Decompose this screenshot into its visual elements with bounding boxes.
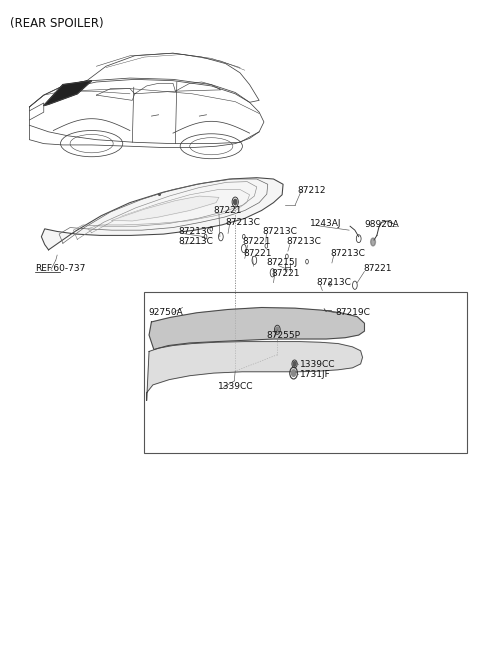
Ellipse shape — [234, 199, 237, 204]
Text: 87221: 87221 — [214, 206, 242, 215]
Text: 87213C: 87213C — [286, 237, 321, 246]
Ellipse shape — [371, 238, 375, 246]
Text: 87221: 87221 — [272, 269, 300, 278]
Polygon shape — [44, 81, 92, 106]
Text: 87221: 87221 — [242, 237, 270, 246]
Ellipse shape — [293, 361, 296, 366]
Text: 87221: 87221 — [244, 248, 272, 258]
Polygon shape — [112, 196, 219, 221]
Text: 87212: 87212 — [298, 187, 326, 195]
Text: 87213C: 87213C — [226, 217, 261, 227]
Text: 98920A: 98920A — [364, 220, 399, 229]
Text: 87255P: 87255P — [267, 330, 301, 340]
Text: 87213C: 87213C — [179, 237, 214, 246]
Text: 87215J: 87215J — [267, 258, 298, 267]
Polygon shape — [41, 177, 283, 250]
Text: 87219C: 87219C — [336, 308, 371, 317]
Polygon shape — [149, 307, 364, 350]
Text: 92750A: 92750A — [148, 308, 183, 317]
Text: 87213C: 87213C — [317, 278, 351, 287]
Text: 87213C: 87213C — [262, 227, 297, 236]
Text: 87213C: 87213C — [179, 227, 214, 236]
Text: 1339CC: 1339CC — [218, 382, 253, 391]
Ellipse shape — [291, 370, 296, 376]
Text: REF.60-737: REF.60-737 — [35, 263, 85, 273]
Text: 1243AJ: 1243AJ — [310, 219, 341, 228]
Text: 1339CC: 1339CC — [300, 360, 336, 369]
Text: 87213C: 87213C — [330, 248, 365, 258]
Bar — [144, 292, 468, 453]
Ellipse shape — [276, 327, 279, 332]
Text: 87221: 87221 — [363, 263, 392, 273]
Text: 1731JF: 1731JF — [300, 370, 331, 379]
Polygon shape — [147, 342, 362, 401]
Text: (REAR SPOILER): (REAR SPOILER) — [10, 17, 104, 30]
